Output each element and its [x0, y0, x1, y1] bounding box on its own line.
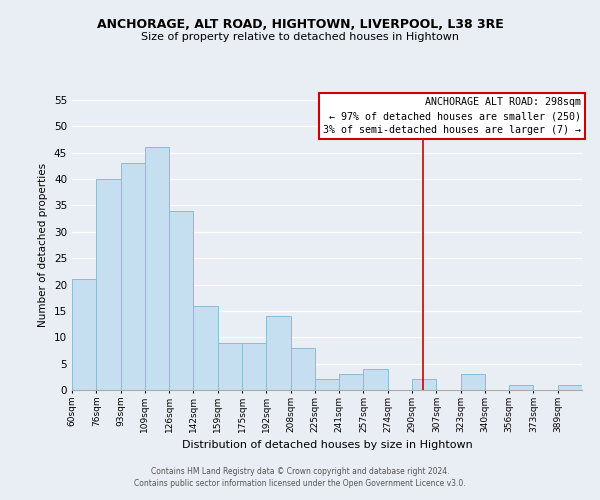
Bar [364, 369, 388, 390]
Bar [339, 374, 364, 390]
Bar [412, 380, 436, 390]
Bar [242, 342, 266, 390]
Bar [96, 179, 121, 390]
Bar [145, 148, 169, 390]
Bar [193, 306, 218, 390]
Bar [169, 210, 193, 390]
Bar [121, 164, 145, 390]
Bar [509, 384, 533, 390]
Bar [558, 384, 582, 390]
Bar [461, 374, 485, 390]
Text: ANCHORAGE, ALT ROAD, HIGHTOWN, LIVERPOOL, L38 3RE: ANCHORAGE, ALT ROAD, HIGHTOWN, LIVERPOOL… [97, 18, 503, 30]
Bar [218, 342, 242, 390]
Bar [72, 280, 96, 390]
Text: Contains HM Land Registry data © Crown copyright and database right 2024.
Contai: Contains HM Land Registry data © Crown c… [134, 466, 466, 487]
Text: ANCHORAGE ALT ROAD: 298sqm
← 97% of detached houses are smaller (250)
3% of semi: ANCHORAGE ALT ROAD: 298sqm ← 97% of deta… [323, 97, 581, 135]
Text: Size of property relative to detached houses in Hightown: Size of property relative to detached ho… [141, 32, 459, 42]
X-axis label: Distribution of detached houses by size in Hightown: Distribution of detached houses by size … [182, 440, 472, 450]
Bar [315, 380, 339, 390]
Bar [266, 316, 290, 390]
Y-axis label: Number of detached properties: Number of detached properties [38, 163, 49, 327]
Bar [290, 348, 315, 390]
